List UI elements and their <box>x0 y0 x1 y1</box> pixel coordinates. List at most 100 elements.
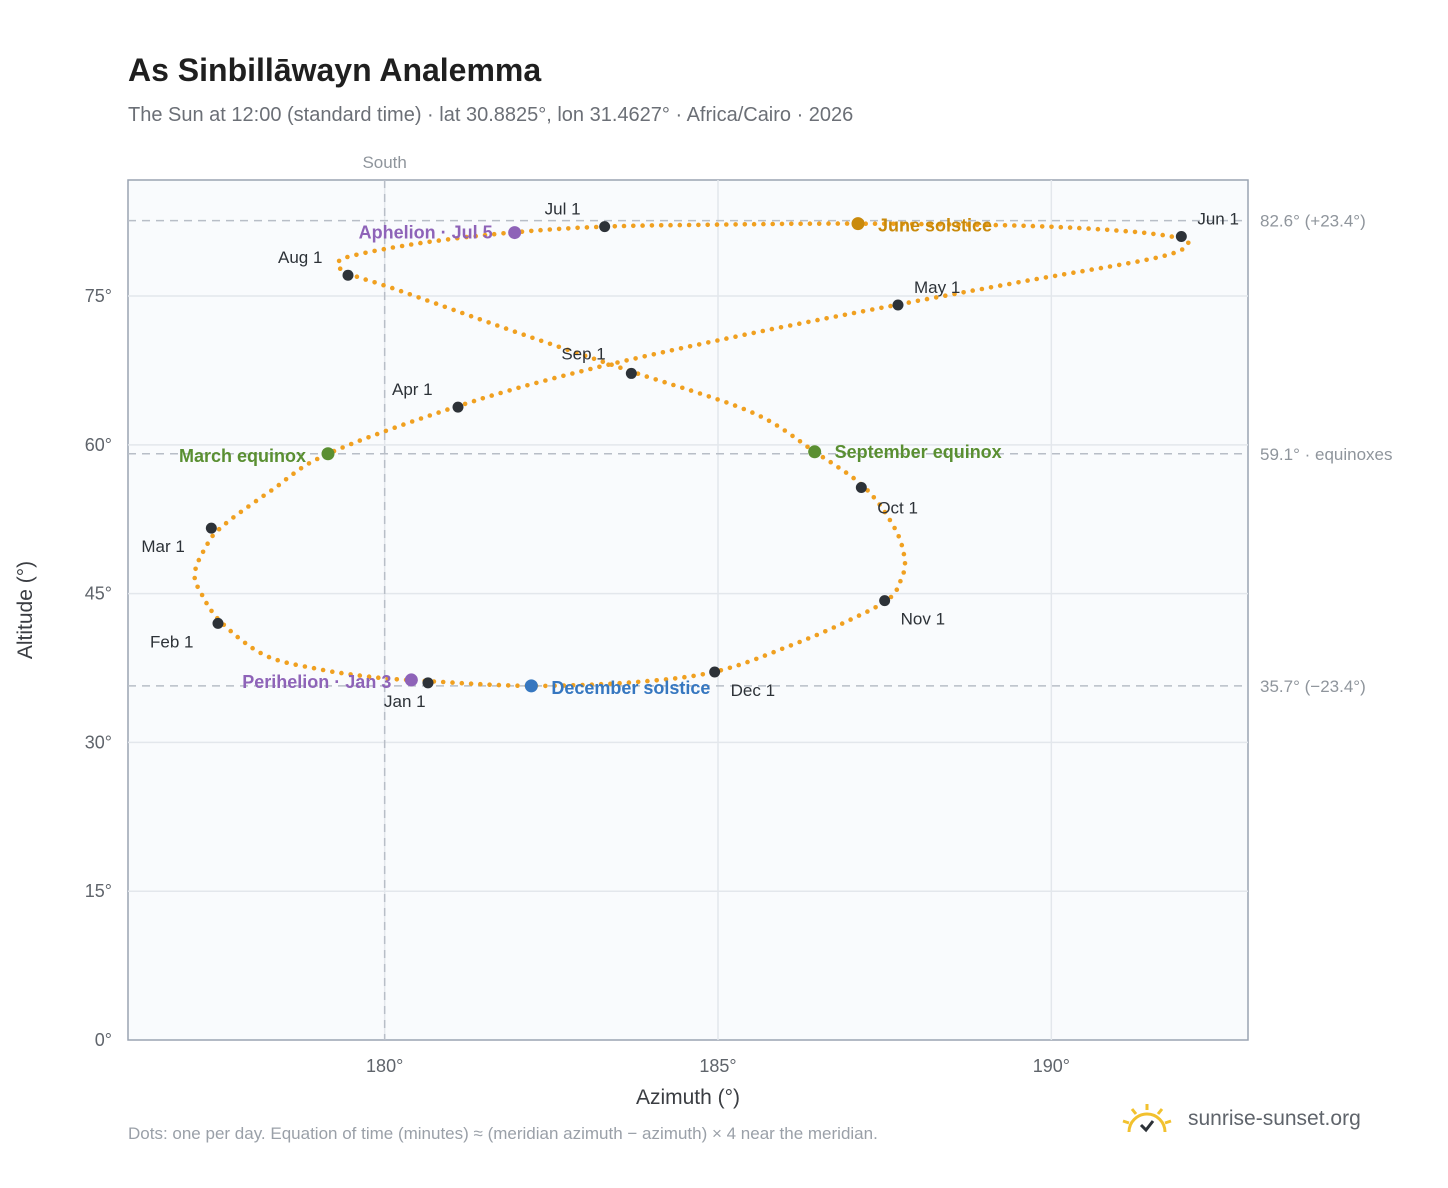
daily-sun-dot <box>496 682 502 688</box>
axis-ticks: 0° 15° 30° 45° 60° 75° 180° 185° 190° <box>85 286 1070 1076</box>
daily-sun-dot <box>928 221 933 227</box>
daily-sun-dot <box>372 280 377 285</box>
daily-sun-dot <box>645 678 650 684</box>
daily-sun-dot <box>761 221 766 227</box>
daily-sun-dot <box>997 283 1003 288</box>
daily-sun-dot <box>593 224 599 230</box>
daily-sun-dot <box>231 515 236 520</box>
chart-subtitle: The Sun at 12:00 (standard time) · lat 3… <box>128 104 854 126</box>
daily-sun-dot <box>1021 223 1026 229</box>
daily-sun-dot <box>401 422 406 427</box>
daily-sun-dot <box>899 542 905 548</box>
daily-sun-dot <box>653 377 658 382</box>
daily-sun-dot <box>302 664 308 669</box>
daily-sun-dot <box>473 233 479 239</box>
daily-sun-dot <box>724 222 729 227</box>
daily-sun-dot <box>336 258 342 264</box>
daily-sun-dot <box>668 222 673 228</box>
daily-sun-dot <box>782 428 788 433</box>
daily-sun-dot <box>733 334 738 340</box>
daily-sun-dot <box>1016 280 1021 285</box>
daily-sun-dot <box>974 222 980 228</box>
daily-sun-dot <box>200 549 206 555</box>
brand[interactable]: sunrise-sunset.org <box>1120 1102 1361 1136</box>
daily-sun-dot <box>195 584 200 590</box>
daily-sun-dot <box>357 673 363 678</box>
daily-sun-dot <box>580 682 585 688</box>
event-marker-label: Perihelion · Jan 3 <box>242 672 391 692</box>
daily-sun-dot <box>770 221 775 227</box>
event-marker-label: Aphelion · Jul 5 <box>359 223 493 243</box>
daily-sun-dot <box>242 640 248 646</box>
daily-sun-dot <box>754 656 759 662</box>
daily-sun-dot <box>442 304 448 310</box>
daily-sun-dot <box>870 307 875 312</box>
daily-sun-dot <box>311 665 317 671</box>
daily-sun-dot <box>751 330 756 336</box>
daily-sun-dot <box>543 378 548 383</box>
daily-sun-dot <box>1123 228 1128 234</box>
footnote: Dots: one per day. Equation of time (min… <box>128 1124 878 1143</box>
daily-sun-dot <box>418 240 423 246</box>
y-tick-label: 15° <box>85 881 112 901</box>
event-marker-dot <box>524 679 538 693</box>
daily-sun-dot <box>482 232 488 238</box>
daily-sun-dot <box>1141 230 1147 236</box>
daily-sun-dot <box>193 566 198 572</box>
daily-sun-dot <box>582 353 588 359</box>
event-marker-label: June solstice <box>878 216 992 236</box>
daily-sun-dot <box>258 650 263 656</box>
daily-sun-dot <box>902 561 908 566</box>
daily-sun-dot <box>851 310 857 316</box>
daily-sun-dot <box>750 410 755 415</box>
daily-sun-dot <box>192 575 197 581</box>
daily-sun-dot <box>530 335 535 341</box>
daily-sun-dot <box>1002 223 1008 228</box>
daily-sun-dot <box>543 683 548 689</box>
month-marker-dot <box>599 221 611 233</box>
daily-sun-dot <box>1095 226 1101 232</box>
daily-sun-dot <box>943 293 948 299</box>
south-reference-label: South <box>362 153 406 172</box>
daily-sun-dot <box>399 243 405 249</box>
y-axis-label: Altitude (°) <box>14 561 37 659</box>
month-marker-label: Apr 1 <box>392 380 433 399</box>
daily-sun-dot <box>706 394 712 399</box>
daily-sun-dot <box>489 393 495 398</box>
daily-sun-dot <box>873 605 878 610</box>
daily-sun-dot <box>293 662 299 667</box>
daily-sun-dot <box>204 600 209 606</box>
month-marker-dot <box>1175 231 1187 243</box>
daily-sun-dot <box>398 288 404 294</box>
daily-sun-dot <box>477 317 483 322</box>
daily-sun-dot <box>507 388 512 393</box>
daily-sun-dot <box>956 222 961 227</box>
daily-sun-dot <box>354 274 360 280</box>
daily-sun-dot <box>816 221 822 226</box>
daily-sun-dot <box>881 221 887 227</box>
daily-sun-dot <box>851 475 856 481</box>
daily-sun-dot <box>769 326 775 332</box>
daily-sun-dot <box>677 222 683 228</box>
daily-sun-dot <box>600 359 606 365</box>
daily-sun-dot <box>436 238 442 243</box>
daily-sun-dot <box>651 352 657 357</box>
daily-sun-dot <box>505 683 511 688</box>
daily-sun-dot <box>570 371 575 376</box>
daily-sun-dot <box>758 414 764 419</box>
daily-sun-dot <box>253 498 259 504</box>
daily-sun-dot <box>839 621 845 626</box>
x-tick-label: 180° <box>366 1056 403 1076</box>
daily-sun-dot <box>1153 255 1158 261</box>
daily-sun-dot <box>900 221 906 227</box>
daily-sun-dot <box>797 321 802 327</box>
daily-sun-dot <box>789 221 794 227</box>
daily-sun-dot <box>1049 224 1054 230</box>
daily-sun-dot <box>797 439 803 444</box>
daily-sun-dot <box>891 221 896 227</box>
daily-sun-dot <box>1030 223 1036 229</box>
daily-sun-dot <box>779 221 785 227</box>
daily-sun-dot <box>394 677 400 682</box>
daily-sun-dot <box>228 628 233 634</box>
daily-sun-dot <box>1039 224 1045 229</box>
